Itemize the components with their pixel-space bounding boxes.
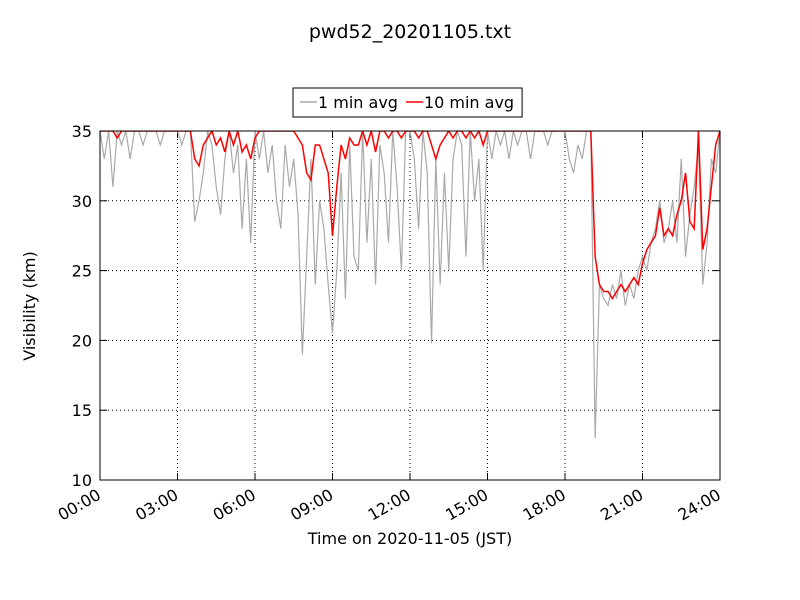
y-tick-label: 30 [72, 192, 92, 211]
y-tick-label: 15 [72, 401, 92, 420]
x-axis-label: Time on 2020-11-05 (JST) [307, 529, 512, 548]
series-line [100, 131, 720, 439]
series-line [100, 131, 720, 300]
y-tick-label: 20 [72, 331, 92, 350]
y-axis-label: Visibility (km) [20, 251, 39, 360]
plot-frame [99, 130, 721, 481]
y-tick-label: 25 [72, 262, 92, 281]
legend: 1 min avg 10 min avg [292, 87, 523, 118]
y-tick-label: 10 [72, 471, 92, 490]
legend-label: 1 min avg [318, 93, 398, 112]
legend-label: 10 min avg [424, 93, 514, 112]
chart-title: pwd52_20201105.txt [309, 21, 511, 43]
y-tick-label: 35 [72, 122, 92, 141]
